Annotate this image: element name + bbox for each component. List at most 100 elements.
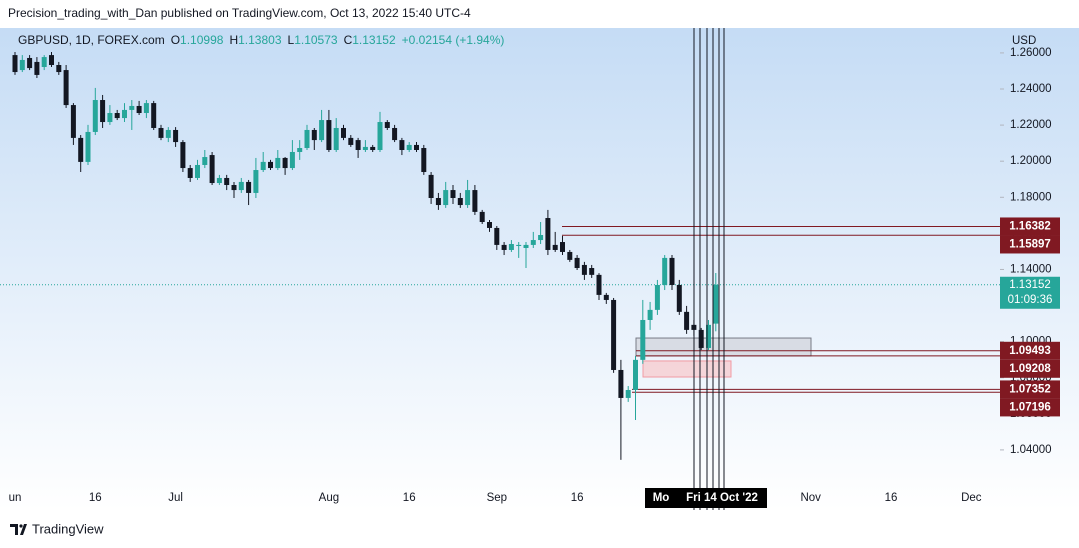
- candle-body: [333, 127, 339, 150]
- candle-body: [319, 120, 325, 141]
- candle-body: [260, 161, 266, 171]
- candle-body: [224, 177, 230, 186]
- candle-body: [275, 157, 281, 169]
- candle-body: [129, 105, 135, 110]
- ohlc-label: O: [171, 33, 180, 47]
- price-label: 1.09208: [1009, 363, 1051, 375]
- candle-body: [246, 181, 252, 193]
- x-tick-label: un: [9, 492, 22, 504]
- candle-body: [92, 100, 98, 132]
- candle-body: [384, 122, 390, 128]
- candle-body: [85, 131, 91, 162]
- last-price-box: [1000, 276, 1060, 309]
- logo-dot: [19, 524, 23, 528]
- x-tick-label: Jul: [168, 492, 183, 504]
- y-tick-label: 1.18000: [1010, 191, 1052, 203]
- price-label-box: [1000, 217, 1060, 236]
- candle-body: [70, 105, 76, 138]
- y-tick-label: 1.24000: [1010, 83, 1052, 95]
- candle-body: [662, 257, 668, 285]
- candle-body: [187, 168, 193, 178]
- candle-body: [647, 309, 653, 320]
- candle-body: [238, 181, 244, 191]
- candle-body: [19, 59, 25, 71]
- candle-body: [392, 127, 398, 141]
- price-label-box: [1000, 380, 1060, 399]
- candle-body: [472, 190, 478, 212]
- candle-body: [41, 57, 47, 67]
- plot: [0, 52, 1000, 460]
- candle-body: [78, 137, 84, 162]
- candle-body: [465, 190, 471, 206]
- candle-body: [406, 144, 412, 150]
- candle-body: [173, 129, 179, 143]
- currency: USD: [1012, 35, 1036, 47]
- candle-body: [282, 157, 288, 169]
- candle-body: [297, 148, 303, 152]
- candle-body: [428, 174, 434, 198]
- candle-body: [180, 142, 186, 169]
- candle-body: [581, 264, 587, 275]
- candle-body: [706, 324, 711, 348]
- candle-body: [545, 218, 551, 250]
- candle-body: [158, 127, 164, 138]
- candle-body: [362, 146, 368, 150]
- last-price-label: 1.13152: [1009, 279, 1051, 291]
- change: +0.02154 (+1.94%): [402, 33, 505, 47]
- candle-body: [100, 100, 106, 123]
- candle-body: [49, 55, 54, 66]
- x-tick-label: Aug: [319, 492, 339, 504]
- x-tick-label: 16: [403, 492, 416, 504]
- candle-body: [341, 127, 346, 138]
- candle-body: [625, 390, 631, 398]
- candle-body: [698, 329, 704, 348]
- x-tick-label: Nov: [800, 492, 821, 504]
- candle-body: [574, 257, 580, 269]
- y-tick-label: 1.04000: [1010, 444, 1052, 456]
- candle-body: [684, 311, 690, 330]
- candle-body: [143, 103, 149, 114]
- candle-body: [669, 257, 675, 285]
- chart-background: [0, 28, 1079, 510]
- candle-body: [195, 164, 200, 178]
- price-label: 1.07196: [1009, 401, 1051, 413]
- candle-body: [523, 244, 529, 248]
- ohlc-value: 1.10998: [180, 33, 224, 47]
- candle-body: [348, 137, 354, 145]
- crosshair-label: Fri 14 Oct '22: [686, 492, 758, 504]
- candle-body: [552, 244, 558, 250]
- candle-body: [63, 70, 69, 106]
- candle-body: [654, 284, 660, 310]
- candle-body: [253, 170, 259, 193]
- x-tick-label: Sep: [487, 492, 507, 504]
- ohlc-value: 1.10573: [294, 33, 338, 47]
- candle-body: [326, 120, 332, 150]
- logo-mark: [10, 524, 27, 535]
- ohlc-label: C: [344, 33, 353, 47]
- candle-body: [713, 284, 719, 324]
- candle-body: [311, 129, 317, 141]
- candle-body: [479, 211, 485, 222]
- candle-body: [216, 177, 222, 184]
- zone: [642, 360, 732, 378]
- crosshair-label: Mo: [653, 492, 670, 504]
- candle-body: [501, 244, 507, 250]
- candle-body: [457, 198, 463, 206]
- price-label: 1.15897: [1009, 239, 1051, 251]
- candle-body: [107, 113, 113, 123]
- publish-header: Precision_trading_with_Dan published on …: [8, 6, 471, 20]
- candle-body: [136, 105, 142, 114]
- candle-body: [209, 155, 215, 184]
- candle-body: [370, 146, 376, 150]
- candle-body: [421, 148, 427, 173]
- candle-body: [538, 234, 544, 241]
- candle-body: [165, 129, 171, 138]
- candle-body: [494, 227, 500, 245]
- y-tick-label: 1.20000: [1010, 155, 1052, 167]
- candle-body: [231, 185, 237, 191]
- price-label: 1.07352: [1009, 383, 1051, 395]
- price-label: 1.16382: [1009, 221, 1051, 233]
- candle-body: [530, 240, 536, 245]
- vertical-lines: [693, 28, 725, 510]
